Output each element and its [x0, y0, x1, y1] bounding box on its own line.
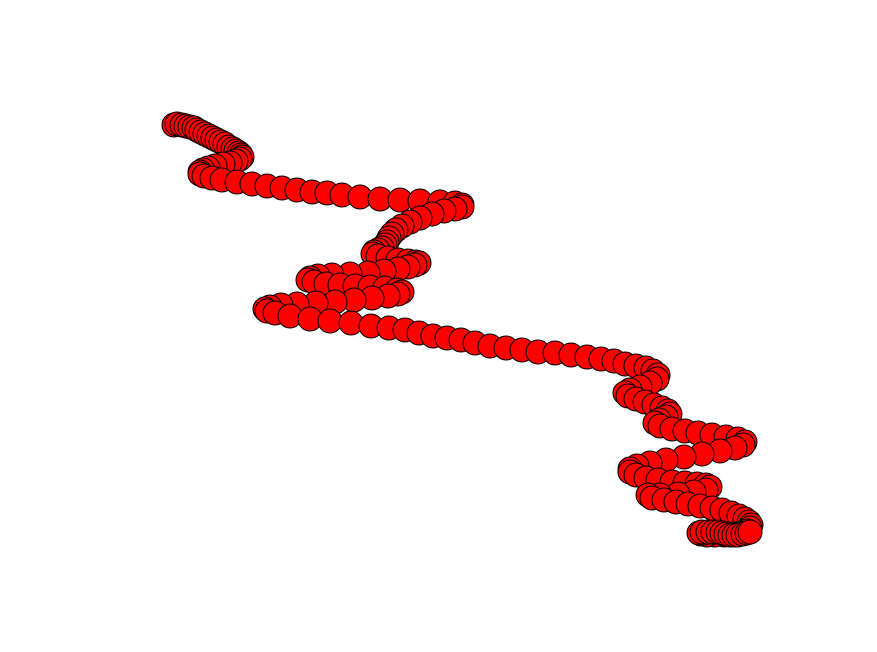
points-layer — [161, 111, 764, 548]
data-point — [317, 308, 343, 334]
data-point — [737, 519, 763, 545]
